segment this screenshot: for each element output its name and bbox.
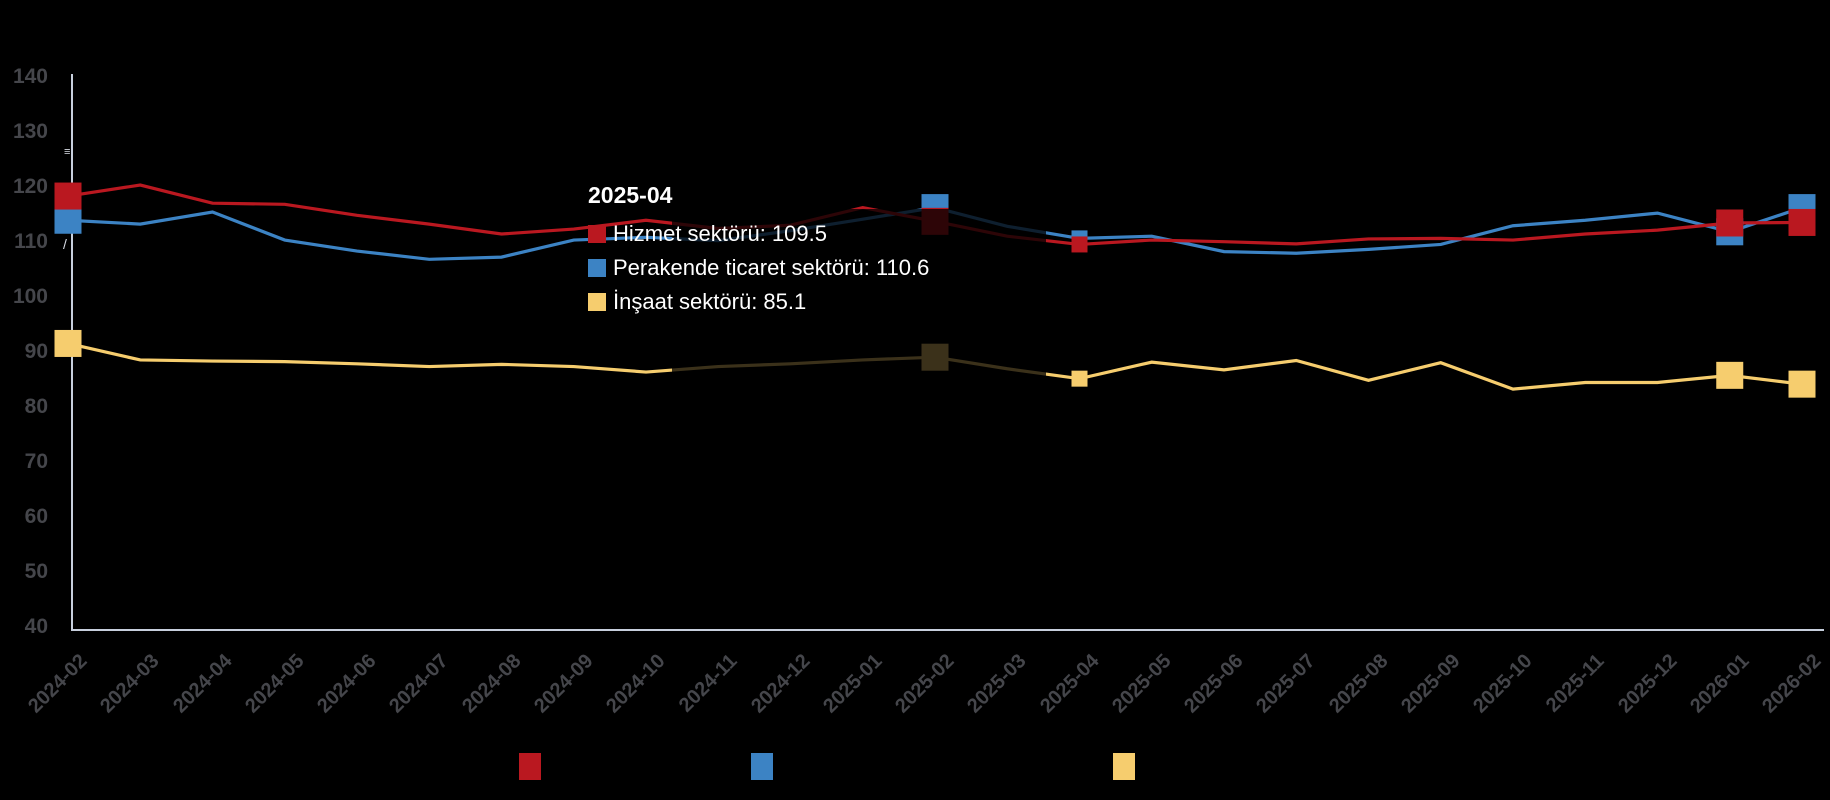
hizmet-swatch-icon — [588, 225, 606, 243]
insaat-swatch-icon — [588, 293, 606, 311]
y-tick-label-130: 130 — [12, 119, 48, 143]
marker-2024-02-series-0[interactable] — [54, 182, 82, 210]
perakende-legend-swatch-icon[interactable] — [751, 753, 773, 780]
tooltip-row-perakende: Perakende ticaret sektörü: 110.6 — [588, 255, 929, 281]
y-axis-break-mark: ≡ — [64, 146, 71, 158]
y-tick-label-50: 50 — [24, 559, 48, 583]
marker-2026-02-series-0[interactable] — [1788, 208, 1816, 236]
insaat-legend-swatch-icon[interactable] — [1113, 753, 1135, 780]
y-tick-label-120: 120 — [12, 174, 48, 198]
legend-item-hizmet[interactable] — [519, 753, 541, 780]
legend-item-perakende[interactable] — [751, 753, 773, 780]
marker-2025-04-series-2[interactable] — [1071, 370, 1088, 387]
marker-2026-01-series-2[interactable] — [1716, 361, 1744, 389]
y-tick-label-80: 80 — [24, 394, 48, 418]
marker-2024-02-series-2[interactable] — [54, 329, 82, 357]
perakende-swatch-icon — [588, 259, 606, 277]
marker-2026-02-series-2[interactable] — [1788, 370, 1816, 398]
tooltip-row-hizmet: Hizmet sektörü: 109.5 — [588, 221, 929, 247]
y-tick-label-140: 140 — [12, 64, 48, 88]
legend — [0, 750, 1830, 784]
y-axis-break-mark-2: / — [63, 236, 67, 252]
marker-2026-01-series-0[interactable] — [1716, 209, 1744, 237]
x-axis-line — [71, 629, 1824, 631]
hizmet-legend-swatch-icon[interactable] — [519, 753, 541, 780]
tooltip-row-insaat: İnşaat sektörü: 85.1 — [588, 289, 929, 315]
y-tick-label-110: 110 — [14, 229, 48, 253]
y-tick-label-40: 40 — [24, 614, 48, 638]
tooltip: 2025-04 Hizmet sektörü: 109.5 Perakende … — [588, 182, 929, 315]
tooltip-row-perakende-text: Perakende ticaret sektörü: 110.6 — [613, 255, 930, 280]
y-tick-label-100: 100 — [12, 284, 48, 308]
legend-item-insaat[interactable] — [1113, 753, 1135, 780]
tooltip-backdrop — [672, 209, 1046, 380]
tooltip-row-insaat-text: İnşaat sektörü: 85.1 — [613, 289, 807, 314]
tooltip-title: 2025-04 — [588, 182, 673, 208]
tooltip-row-hizmet-text: Hizmet sektörü: 109.5 — [613, 221, 827, 246]
marker-2025-04-series-0[interactable] — [1071, 236, 1088, 253]
y-tick-label-70: 70 — [24, 449, 48, 473]
y-tick-label-90: 90 — [24, 339, 48, 363]
y-tick-label-60: 60 — [24, 504, 48, 528]
marker-2024-02-series-1[interactable] — [54, 206, 82, 234]
